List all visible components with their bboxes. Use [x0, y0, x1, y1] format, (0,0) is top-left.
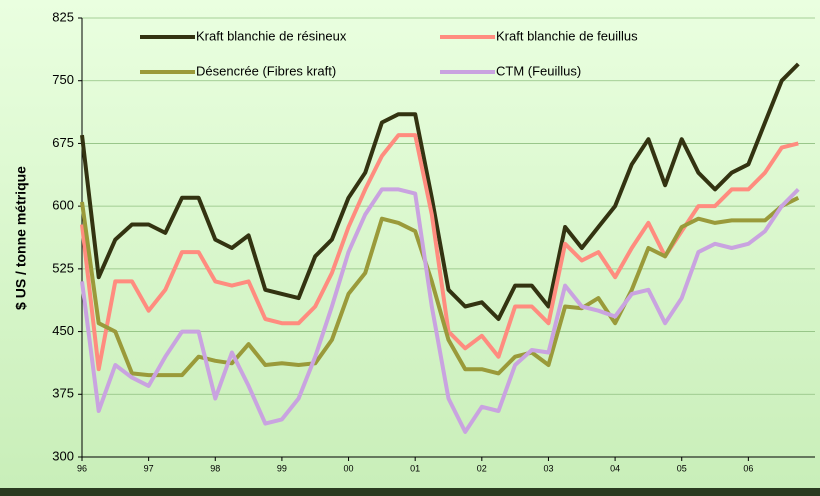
x-tick-label: 97 [144, 463, 154, 473]
y-tick-label: 675 [52, 135, 74, 150]
series-line [80, 62, 800, 321]
x-tick-label: 98 [210, 463, 220, 473]
x-tick-label: 01 [410, 463, 420, 473]
bottom-strip [0, 488, 820, 496]
x-tick-label: 96 [77, 463, 87, 473]
x-tick-label: 03 [543, 463, 553, 473]
x-tick-label: 00 [344, 463, 354, 473]
x-tick-label: 04 [610, 463, 620, 473]
y-tick-label: 300 [52, 448, 74, 463]
series-line [80, 196, 800, 378]
legend-label: CTM (Feuillus) [496, 63, 581, 78]
legend-label: Kraft blanchie de feuillus [496, 28, 638, 43]
series-line [80, 187, 800, 434]
y-tick-label: 375 [52, 386, 74, 401]
x-tick-label: 05 [677, 463, 687, 473]
y-tick-label: 450 [52, 323, 74, 338]
y-tick-label: 525 [52, 260, 74, 275]
y-tick-label: 600 [52, 198, 74, 213]
legend-label: Kraft blanchie de résineux [196, 28, 347, 43]
legend-label: Désencrée (Fibres kraft) [196, 63, 336, 78]
x-tick-label: 99 [277, 463, 287, 473]
y-tick-label: 750 [52, 72, 74, 87]
y-axis-label: $ US / tonne métrique [13, 166, 29, 310]
x-tick-label: 06 [743, 463, 753, 473]
y-tick-label: 825 [52, 9, 74, 24]
x-tick-label: 02 [477, 463, 487, 473]
